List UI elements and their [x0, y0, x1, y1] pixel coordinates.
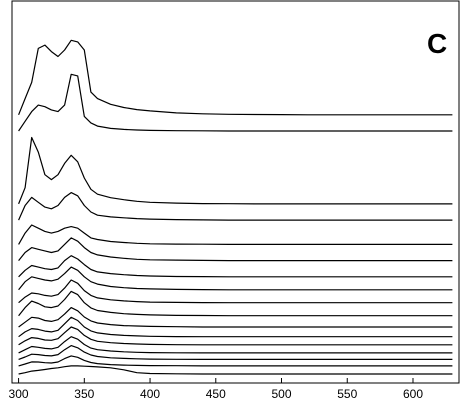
spectrum-line-6 — [18, 237, 453, 262]
spectrum-line-1 — [18, 39, 453, 116]
spectrum-line-4 — [18, 192, 453, 221]
spectrum-line-8 — [18, 266, 453, 291]
spectrum-line-7 — [18, 255, 453, 278]
plot-frame — [11, 0, 460, 384]
spectrum-line-3 — [18, 136, 453, 205]
x-tick-label-550: 550 — [337, 387, 357, 401]
x-tick-label-450: 450 — [206, 387, 226, 401]
spectrum-line-17 — [18, 365, 453, 375]
x-tick-label-300: 300 — [9, 387, 29, 401]
x-tick-label-400: 400 — [140, 387, 160, 401]
spectrum-line-2 — [18, 73, 453, 132]
x-tick-label-500: 500 — [271, 387, 291, 401]
spectrum-line-16 — [18, 355, 453, 367]
spectrum-line-15 — [18, 345, 453, 360]
x-tick-label-350: 350 — [74, 387, 94, 401]
spectrum-line-11 — [18, 307, 453, 328]
spectrum-line-5 — [18, 224, 453, 245]
spectra-curves — [18, 39, 453, 375]
x-axis-ticks: 300 350 400 450 500 550 600 — [9, 378, 423, 401]
spectrum-line-10 — [18, 290, 453, 317]
spectrum-line-12 — [18, 316, 453, 338]
spectrum-line-9 — [18, 279, 453, 304]
panel-label: C — [427, 28, 447, 59]
spectrum-line-13 — [18, 326, 453, 346]
x-tick-label-600: 600 — [403, 387, 423, 401]
spectrum-line-14 — [18, 336, 453, 354]
